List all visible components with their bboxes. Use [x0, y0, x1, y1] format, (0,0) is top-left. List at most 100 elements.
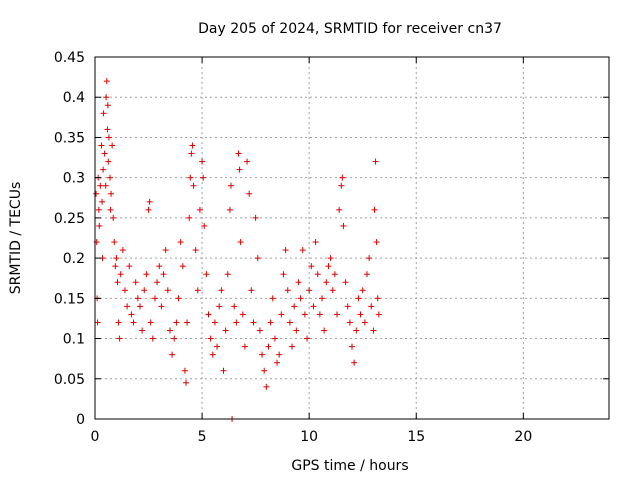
data-point — [186, 214, 193, 221]
data-point — [239, 311, 246, 318]
data-point — [325, 263, 332, 270]
data-point — [346, 319, 353, 326]
data-point — [114, 279, 121, 286]
data-point — [338, 182, 345, 189]
data-point — [117, 271, 124, 278]
data-point — [371, 206, 378, 213]
data-point — [132, 279, 139, 286]
data-point — [282, 247, 289, 254]
data-point — [374, 295, 381, 302]
data-point — [220, 367, 227, 374]
data-point — [103, 78, 110, 85]
data-point — [146, 198, 153, 205]
data-point — [366, 255, 373, 262]
data-point — [211, 319, 218, 326]
data-point — [323, 279, 330, 286]
data-point — [327, 255, 334, 262]
data-point — [339, 174, 346, 181]
y-axis-label: SRMTID / TECUs — [8, 182, 24, 295]
data-point — [373, 239, 380, 246]
data-point — [310, 303, 317, 310]
data-point — [136, 303, 143, 310]
data-point — [115, 319, 122, 326]
data-point — [375, 311, 382, 318]
data-point — [331, 271, 338, 278]
data-point — [214, 343, 221, 350]
data-point — [116, 335, 123, 342]
data-point — [269, 295, 276, 302]
data-point — [205, 311, 212, 318]
data-point — [102, 182, 109, 189]
data-point — [312, 239, 319, 246]
data-point — [299, 247, 306, 254]
data-point — [250, 319, 257, 326]
data-point — [107, 206, 114, 213]
plot-frame — [94, 56, 610, 420]
data-point — [99, 198, 106, 205]
data-point — [192, 247, 199, 254]
data-point — [319, 295, 326, 302]
data-point — [134, 295, 141, 302]
data-point — [169, 351, 176, 358]
data-point — [357, 311, 364, 318]
data-point — [372, 158, 379, 165]
data-point — [329, 287, 336, 294]
data-point — [94, 319, 101, 326]
data-point — [265, 343, 272, 350]
data-points — [93, 78, 382, 422]
data-point — [278, 311, 285, 318]
data-point — [267, 319, 274, 326]
data-point — [336, 206, 343, 213]
data-point — [236, 166, 243, 173]
data-point — [95, 206, 102, 213]
data-point — [145, 206, 152, 213]
data-point — [233, 319, 240, 326]
data-point — [248, 287, 255, 294]
data-point — [111, 239, 118, 246]
data-point — [246, 190, 253, 197]
data-point — [218, 287, 225, 294]
data-point — [141, 287, 148, 294]
data-point — [130, 319, 137, 326]
data-point — [295, 279, 302, 286]
data-point — [147, 319, 154, 326]
data-point — [304, 335, 311, 342]
y-tick-label: 0.4 — [63, 90, 85, 106]
data-point — [105, 158, 112, 165]
data-point — [353, 327, 360, 334]
y-tick-labels: 0 0.05 0.1 0.15 0.2 0.25 0.3 0.35 0.4 0.45 — [54, 50, 85, 428]
data-point — [308, 263, 315, 270]
data-point — [344, 303, 351, 310]
data-point — [124, 303, 131, 310]
data-point — [340, 222, 347, 229]
x-tick-label: 15 — [407, 429, 425, 445]
data-point — [183, 379, 190, 386]
data-point — [244, 158, 251, 165]
y-tick-label: 0.25 — [54, 211, 85, 227]
data-point — [100, 166, 107, 173]
x-tick-label: 0 — [91, 429, 100, 445]
data-point — [98, 142, 105, 149]
data-point — [368, 303, 375, 310]
data-point — [112, 263, 119, 270]
data-point — [222, 327, 229, 334]
data-point — [126, 263, 133, 270]
data-point — [199, 158, 206, 165]
data-point — [359, 287, 366, 294]
data-point — [149, 335, 156, 342]
data-point — [363, 271, 370, 278]
data-point — [284, 287, 291, 294]
data-point — [235, 150, 242, 157]
x-tick-label: 20 — [514, 429, 532, 445]
data-point — [274, 359, 281, 366]
data-point — [188, 150, 195, 157]
data-point — [276, 351, 283, 358]
data-point — [158, 303, 165, 310]
data-point — [201, 222, 208, 229]
data-point — [231, 303, 238, 310]
y-tick-label: 0 — [76, 412, 85, 428]
y-tick-label: 0.1 — [63, 332, 85, 348]
data-point — [105, 134, 112, 141]
data-point — [263, 383, 270, 390]
data-point — [171, 335, 178, 342]
